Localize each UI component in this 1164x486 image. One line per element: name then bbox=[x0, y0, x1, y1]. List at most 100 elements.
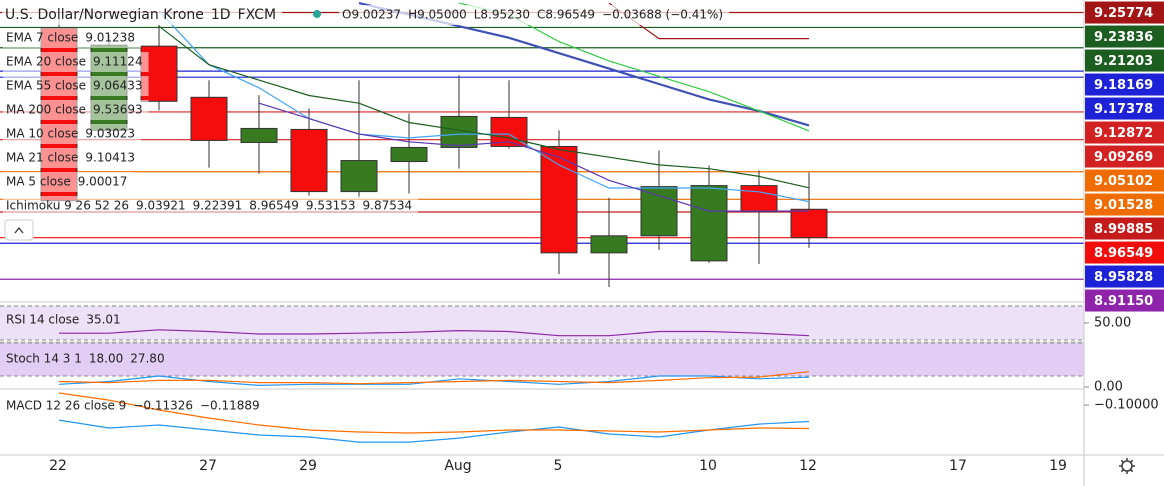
price-label-box bbox=[1085, 121, 1164, 144]
legend-background bbox=[2, 5, 283, 25]
settings-button[interactable] bbox=[1119, 458, 1135, 474]
price-label: 8.99885 bbox=[1094, 222, 1153, 237]
study-value: 9.22391 bbox=[193, 199, 243, 213]
moving-average-line bbox=[158, 25, 810, 189]
candle-body bbox=[640, 186, 678, 237]
legend-background bbox=[3, 52, 149, 72]
symbol-name: U.S. Dollar/Norwegian Krone bbox=[5, 7, 204, 23]
legend-background bbox=[3, 196, 419, 216]
price-label-box bbox=[1085, 265, 1164, 288]
price-label-box bbox=[1085, 241, 1164, 264]
candle-body bbox=[540, 145, 578, 254]
study-value: 9.53693 bbox=[93, 103, 143, 117]
indicator-line bbox=[59, 329, 810, 337]
study-name: MA 21 close bbox=[6, 151, 78, 165]
x-tick-label: 27 bbox=[199, 458, 217, 474]
x-tick-label: 22 bbox=[49, 458, 67, 474]
indicator-name: Stoch 14 3 1 bbox=[6, 352, 82, 366]
ohlc-value: L8.95230 bbox=[474, 8, 530, 22]
price-label-box bbox=[1085, 169, 1164, 192]
study-name: EMA 7 close bbox=[6, 31, 78, 45]
exchange: FXCM bbox=[238, 7, 276, 23]
price-label: 9.05102 bbox=[1094, 174, 1153, 189]
collapse-button-box[interactable] bbox=[4, 219, 34, 241]
indicator-line bbox=[58, 419, 810, 443]
price-label: 9.25774 bbox=[1094, 6, 1153, 21]
study-name: Ichimoku 9 26 52 26 bbox=[6, 199, 129, 213]
legend-background bbox=[3, 100, 149, 120]
price-label: 9.12872 bbox=[1094, 126, 1153, 141]
indicator-value: −0.11889 bbox=[200, 399, 260, 413]
y-tick-label: 0.00 bbox=[1094, 380, 1123, 395]
status-dot bbox=[313, 10, 321, 18]
header: U.S. Dollar/Norwegian Krone 1D FXCM O9.0023… bbox=[2, 5, 730, 25]
study-value: 9.01238 bbox=[85, 31, 135, 45]
candle-body bbox=[690, 185, 728, 262]
candle-body bbox=[590, 235, 628, 254]
price-label-box bbox=[1085, 289, 1164, 312]
candle-body bbox=[190, 96, 228, 141]
x-tick-label: 17 bbox=[949, 458, 967, 474]
study-name: EMA 20 close bbox=[6, 55, 86, 69]
band-fill bbox=[0, 342, 1084, 377]
price-label: 8.91150 bbox=[1094, 294, 1153, 309]
study-name: EMA 55 close bbox=[6, 79, 86, 93]
indicator-line bbox=[58, 392, 810, 434]
price-label-box bbox=[1085, 217, 1164, 240]
candle-body bbox=[340, 160, 378, 193]
legend-background bbox=[3, 28, 141, 48]
price-label: 9.17378 bbox=[1094, 102, 1153, 117]
ohlc-value: O9.00237 bbox=[342, 8, 401, 22]
candle-body bbox=[390, 146, 428, 163]
study-name: MA 10 close bbox=[6, 127, 78, 141]
indicator-line bbox=[58, 371, 810, 385]
price-label: 9.01528 bbox=[1094, 198, 1153, 213]
price-label-box bbox=[1085, 49, 1164, 72]
price-label-box bbox=[1085, 1, 1164, 24]
price-label-box bbox=[1085, 25, 1164, 48]
price-label: 9.21203 bbox=[1094, 54, 1153, 69]
x-tick-label: 10 bbox=[699, 458, 717, 474]
candle-body bbox=[290, 128, 328, 193]
study-value: 9.11124 bbox=[93, 55, 143, 69]
study-value: 9.53153 bbox=[306, 199, 356, 213]
study-value: 9.00017 bbox=[78, 175, 128, 189]
x-tick-label: 5 bbox=[554, 458, 563, 474]
chevron-icon[interactable] bbox=[14, 226, 24, 234]
ohlc-value: H9.05000 bbox=[408, 8, 467, 22]
y-tick-label: 50.00 bbox=[1094, 315, 1131, 330]
study-value: 9.03023 bbox=[85, 127, 135, 141]
x-tick-label: Aug bbox=[444, 458, 471, 474]
study-value: 9.10413 bbox=[85, 151, 135, 165]
x-tick-label: 12 bbox=[799, 458, 817, 474]
price-label-box bbox=[1085, 73, 1164, 96]
collapse-button[interactable] bbox=[4, 219, 34, 241]
legend-background bbox=[3, 124, 141, 144]
x-tick-label: 29 bbox=[299, 458, 317, 474]
legend-layer: RSI 14 close 35.01 Stoch 14 3 1 18.00 27.80 M… bbox=[2, 5, 730, 413]
candle-body bbox=[740, 185, 778, 213]
indicator-value: 35.01 bbox=[86, 313, 120, 327]
moving-average-line bbox=[258, 102, 810, 212]
legend-background bbox=[3, 76, 149, 96]
indicator-panes bbox=[0, 305, 1084, 443]
study-value: 9.87534 bbox=[363, 199, 413, 213]
price-label-box bbox=[1085, 145, 1164, 168]
legend-background bbox=[339, 5, 730, 25]
candle-body bbox=[790, 208, 828, 239]
study-name: MA 200 close bbox=[6, 103, 86, 117]
indicator-value: 27.80 bbox=[130, 352, 164, 366]
study-value: 9.03921 bbox=[136, 199, 186, 213]
price-axis: 9.25774 9.23836 9.21203 9.18169 9.17378 9.128… bbox=[1084, 1, 1164, 413]
gear-icon[interactable] bbox=[1119, 458, 1135, 474]
indicator-value: 18.00 bbox=[89, 352, 123, 366]
study-value: 9.06433 bbox=[93, 79, 143, 93]
indicator-name: RSI 14 close bbox=[6, 313, 79, 327]
moving-average-line bbox=[608, 2, 809, 40]
x-tick-label: 19 bbox=[1049, 458, 1067, 474]
price-label: 9.09269 bbox=[1094, 150, 1153, 165]
price-label: 9.18169 bbox=[1094, 78, 1153, 93]
price-label: 8.95828 bbox=[1094, 270, 1153, 285]
price-label-box bbox=[1085, 193, 1164, 216]
